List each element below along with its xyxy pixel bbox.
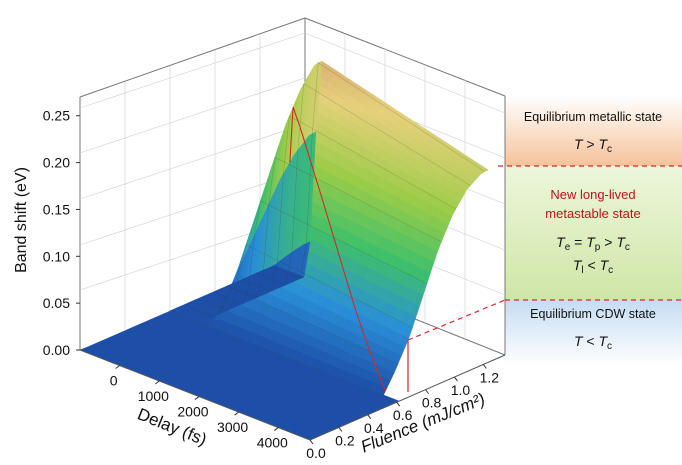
- cdw-state-panel: [505, 300, 682, 365]
- y-axis: 0.0 0.2 0.4 0.6 0.8 1.0 1.2: [306, 364, 499, 461]
- cdw-boundary-dashed-line: [407, 299, 506, 341]
- z-tick-label: 0.20: [43, 155, 70, 171]
- surface-mesh-line: [183, 287, 399, 365]
- ridge-trace: [289, 106, 387, 392]
- x-tick-label: 2000: [177, 404, 208, 420]
- metastable-condition-1: Te = Tp > Tc: [556, 234, 630, 253]
- metallic-state-panel: [505, 96, 682, 166]
- y-tick-label: 0.0: [306, 445, 326, 461]
- y-tick-label: 0.6: [393, 407, 413, 423]
- cdw-state-condition: T < Tc: [574, 333, 612, 352]
- y-tick-label: 0.8: [422, 395, 442, 411]
- surface-mesh-line: [198, 244, 413, 328]
- x-tick-label: 4000: [257, 435, 288, 451]
- x-tick-label: 3000: [217, 419, 248, 435]
- y-tick-mark: [425, 389, 429, 394]
- surface-slope: [169, 60, 489, 396]
- y-tick-mark: [309, 439, 314, 445]
- x-tick-mark: [234, 411, 239, 416]
- surface-floor-patch: [80, 311, 400, 440]
- y-tick-label: 0.4: [364, 420, 384, 436]
- x-tick-label: 0: [110, 373, 118, 389]
- z-tick-label: 0.10: [43, 248, 70, 264]
- metallic-state-condition: T > Tc: [574, 136, 612, 155]
- surface-mesh-line: [256, 83, 471, 286]
- x-tick-mark: [155, 380, 160, 385]
- y-tick-mark: [454, 376, 458, 382]
- surface-mesh-line: [212, 200, 428, 305]
- metastable-condition-2: Tl < Tc: [573, 257, 613, 276]
- z-axis: 0.00 0.05 0.10 0.15 0.20 0.25: [43, 108, 80, 358]
- x-tick-mark: [273, 427, 279, 431]
- ridge-trace-line: [289, 106, 387, 392]
- z-tick-label: 0.00: [43, 342, 70, 358]
- y-tick-mark: [482, 364, 487, 369]
- z-axis-label: Band shift (eV): [13, 167, 30, 273]
- metallic-state-title: Equilibrium metallic state: [524, 110, 662, 124]
- z-tick-label: 0.25: [43, 108, 70, 124]
- metastable-state-panel: [505, 166, 682, 300]
- surface-patch: [270, 265, 281, 270]
- x-tick-mark: [115, 365, 120, 369]
- y-tick-mark: [396, 401, 401, 407]
- surface-mesh-line: [169, 310, 384, 396]
- y-tick-mark: [367, 414, 372, 420]
- surface-floor: [80, 311, 400, 440]
- y-tick-mark: [338, 427, 343, 432]
- cdw-state-title: Equilibrium CDW state: [530, 307, 656, 321]
- y-tick-label: 0.2: [335, 432, 355, 448]
- x-tick-mark: [194, 396, 200, 400]
- z-tick-label: 0.05: [43, 295, 70, 311]
- surface-mesh-lines: [169, 62, 485, 396]
- metastable-state-title-line1: New long-lived: [550, 187, 635, 202]
- surface-mesh-line: [270, 62, 485, 279]
- surface-mesh-line: [241, 115, 457, 292]
- y-tick-label: 1.2: [480, 369, 500, 385]
- metastable-state-title-line2: metastable state: [545, 206, 640, 221]
- x-axis: 0 1000 2000 3000 4000: [110, 365, 288, 451]
- surface-mesh-line: [227, 156, 442, 298]
- x-tick-label: 1000: [138, 388, 169, 404]
- front-box-edges: [79, 349, 506, 441]
- y-tick-label: 1.0: [451, 382, 471, 398]
- z-tick-label: 0.15: [43, 201, 70, 217]
